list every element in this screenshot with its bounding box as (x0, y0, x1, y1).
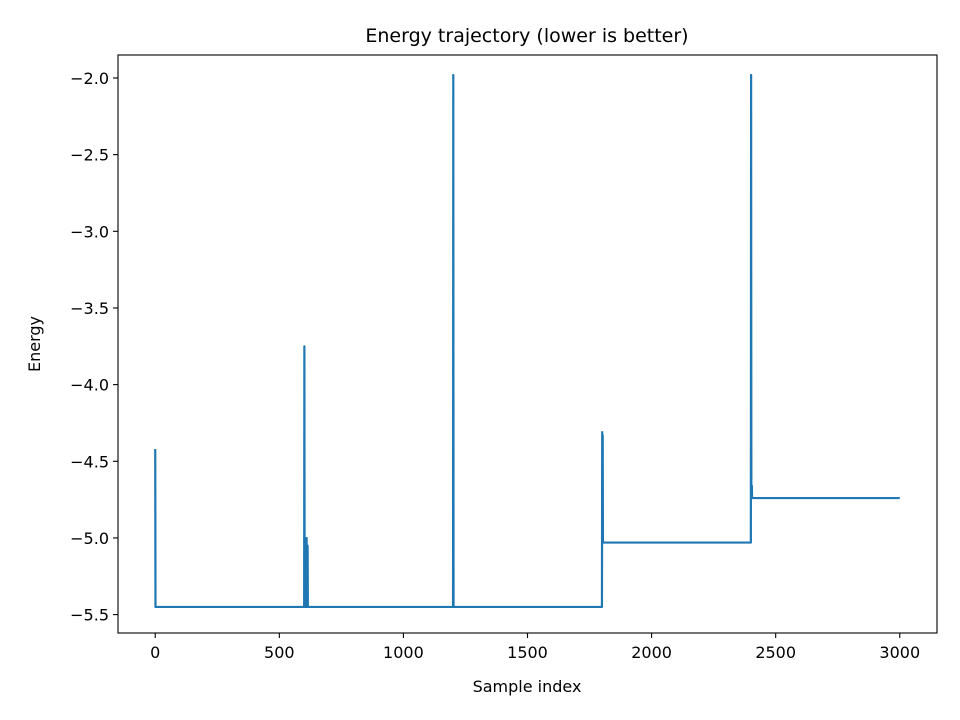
y-tick-label: −3.5 (70, 299, 109, 318)
x-tick-label: 2500 (755, 643, 796, 662)
y-axis-label: Energy (25, 316, 44, 372)
series-layer (154, 73, 900, 609)
y-tick-label: −3.0 (70, 222, 109, 241)
y-tick-label: −4.5 (70, 452, 109, 471)
y-tick-label: −2.5 (70, 146, 109, 165)
y-tick-label: −5.0 (70, 529, 109, 548)
chart-title: Energy trajectory (lower is better) (365, 25, 688, 47)
y-tick-label: −4.0 (70, 376, 109, 395)
y-axis-ticks: −5.5 −5.0 −4.5 −4.0 −3.5 −3.0 −2.5 −2.0 (70, 69, 118, 625)
x-tick-label: 0 (150, 643, 160, 662)
x-tick-label: 2000 (631, 643, 672, 662)
y-tick-label: −5.5 (70, 606, 109, 625)
x-tick-label: 500 (264, 643, 295, 662)
y-tick-label: −2.0 (70, 69, 109, 88)
x-tick-label: 1500 (507, 643, 548, 662)
x-axis-ticks: 0 500 1000 1500 2000 2500 3000 (150, 633, 920, 662)
series-line-0 (154, 73, 900, 609)
x-axis-label: Sample index (473, 677, 582, 696)
x-tick-label: 3000 (879, 643, 920, 662)
x-tick-label: 1000 (383, 643, 424, 662)
plot-background (118, 55, 937, 633)
